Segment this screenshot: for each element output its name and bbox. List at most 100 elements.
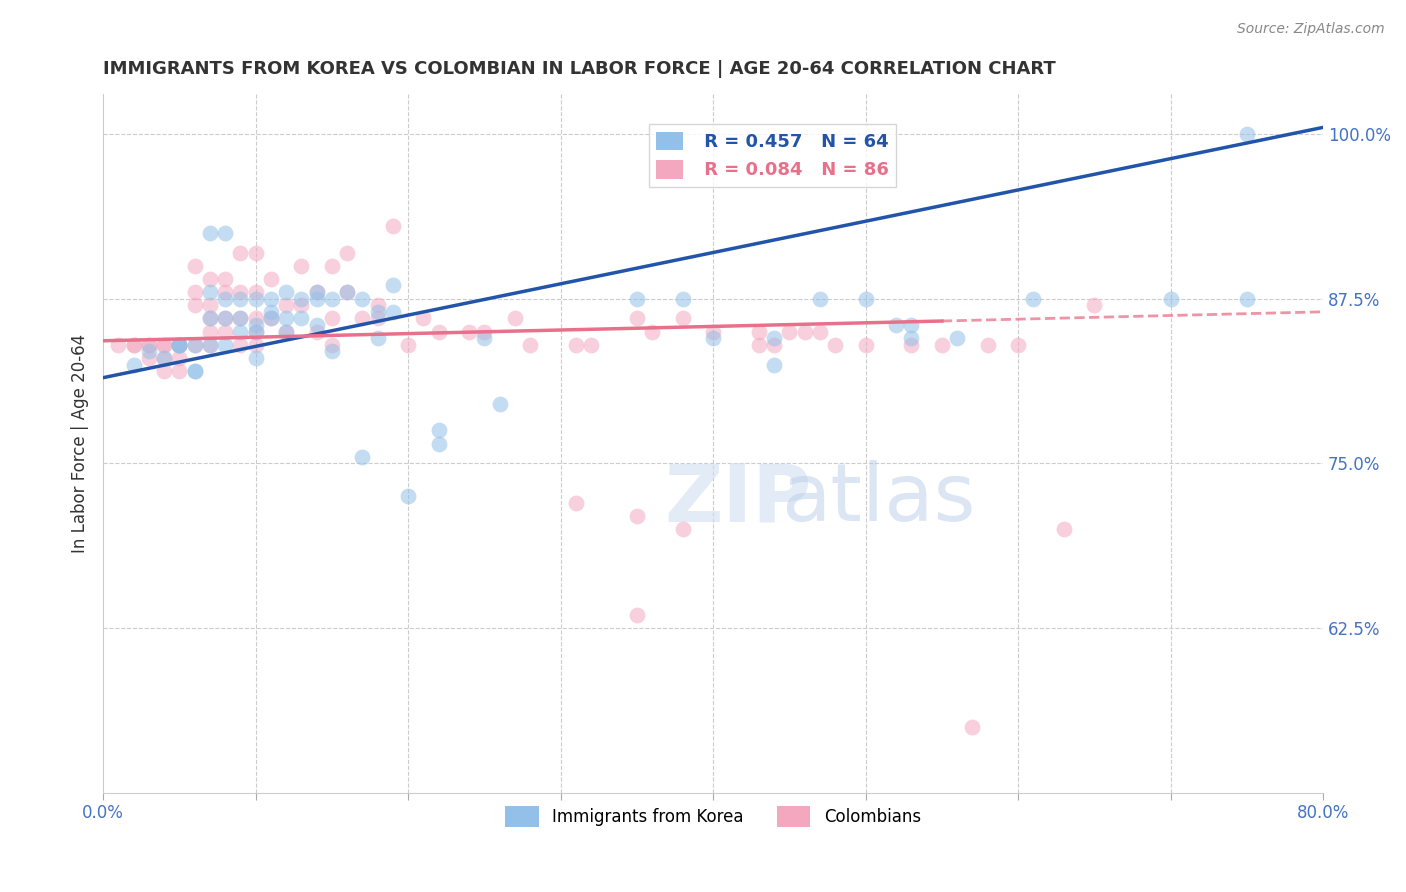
Point — [214, 292, 236, 306]
Point — [1007, 337, 1029, 351]
Point — [503, 311, 526, 326]
Point — [474, 331, 496, 345]
Point — [626, 508, 648, 523]
Point — [198, 325, 221, 339]
Point — [900, 331, 922, 345]
Point — [367, 298, 389, 312]
Point — [214, 272, 236, 286]
Point — [169, 337, 191, 351]
Point — [626, 311, 648, 326]
Point — [153, 351, 176, 365]
Point — [153, 337, 176, 351]
Point — [198, 272, 221, 286]
Point — [412, 311, 434, 326]
Point — [808, 292, 831, 306]
Point — [352, 292, 374, 306]
Point — [305, 285, 328, 299]
Text: IMMIGRANTS FROM KOREA VS COLOMBIAN IN LABOR FORCE | AGE 20-64 CORRELATION CHART: IMMIGRANTS FROM KOREA VS COLOMBIAN IN LA… — [103, 60, 1056, 78]
Point — [122, 337, 145, 351]
Point — [229, 292, 252, 306]
Point — [474, 325, 496, 339]
Point — [336, 285, 359, 299]
Point — [748, 325, 770, 339]
Point — [305, 318, 328, 332]
Point — [321, 337, 343, 351]
Point — [107, 337, 129, 351]
Point — [305, 285, 328, 299]
Point — [763, 337, 786, 351]
Point — [229, 311, 252, 326]
Point — [198, 226, 221, 240]
Point — [808, 325, 831, 339]
Point — [1236, 127, 1258, 141]
Point — [245, 311, 267, 326]
Point — [169, 337, 191, 351]
Legend: Immigrants from Korea, Colombians: Immigrants from Korea, Colombians — [499, 799, 928, 833]
Point — [214, 311, 236, 326]
Point — [245, 325, 267, 339]
Point — [1022, 292, 1045, 306]
Point — [778, 325, 800, 339]
Point — [276, 298, 298, 312]
Point — [626, 607, 648, 622]
Point — [381, 278, 404, 293]
Point — [702, 325, 724, 339]
Point — [396, 489, 419, 503]
Point — [260, 272, 283, 286]
Point — [138, 351, 160, 365]
Point — [352, 311, 374, 326]
Point — [381, 219, 404, 234]
Point — [260, 311, 283, 326]
Point — [198, 311, 221, 326]
Point — [183, 337, 205, 351]
Point — [214, 285, 236, 299]
Point — [565, 337, 588, 351]
Point — [229, 325, 252, 339]
Point — [183, 364, 205, 378]
Point — [198, 337, 221, 351]
Point — [427, 436, 450, 450]
Point — [169, 337, 191, 351]
Point — [748, 337, 770, 351]
Point — [169, 337, 191, 351]
Point — [260, 311, 283, 326]
Point — [260, 305, 283, 319]
Point — [245, 325, 267, 339]
Point — [946, 331, 969, 345]
Text: atlas: atlas — [780, 460, 974, 539]
Point — [245, 245, 267, 260]
Point — [641, 325, 664, 339]
Point — [245, 292, 267, 306]
Point — [305, 292, 328, 306]
Point — [122, 358, 145, 372]
Point — [198, 311, 221, 326]
Point — [138, 337, 160, 351]
Point — [579, 337, 602, 351]
Point — [367, 331, 389, 345]
Point — [138, 337, 160, 351]
Point — [519, 337, 541, 351]
Point — [367, 305, 389, 319]
Point — [855, 292, 877, 306]
Point — [138, 344, 160, 359]
Point — [229, 245, 252, 260]
Point — [169, 337, 191, 351]
Point — [1053, 522, 1076, 536]
Point — [169, 351, 191, 365]
Point — [672, 522, 695, 536]
Point — [793, 325, 815, 339]
Point — [214, 325, 236, 339]
Point — [169, 337, 191, 351]
Point — [381, 305, 404, 319]
Point — [290, 292, 312, 306]
Text: ZIP: ZIP — [664, 460, 811, 539]
Point — [245, 318, 267, 332]
Point — [276, 325, 298, 339]
Point — [458, 325, 481, 339]
Point — [245, 351, 267, 365]
Point — [214, 226, 236, 240]
Point — [336, 285, 359, 299]
Point — [427, 423, 450, 437]
Point — [702, 331, 724, 345]
Point — [1236, 292, 1258, 306]
